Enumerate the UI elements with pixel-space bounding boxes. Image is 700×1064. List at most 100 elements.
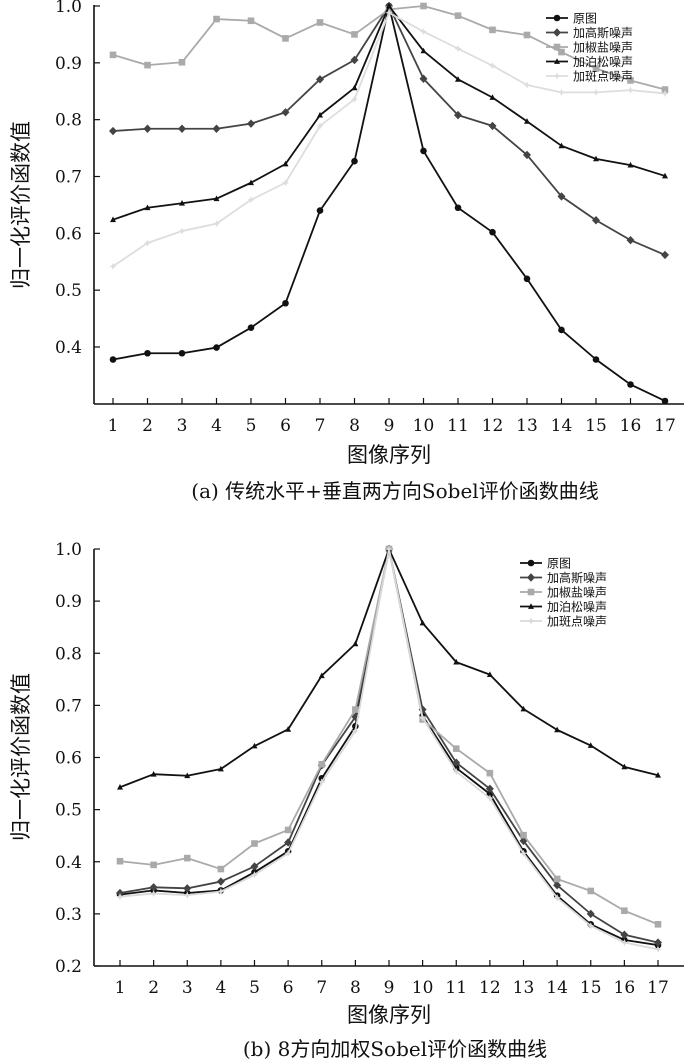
data-point	[620, 930, 629, 939]
data-point	[251, 742, 258, 749]
data-point	[553, 875, 561, 883]
x-tick-label: 10	[413, 416, 435, 436]
data-point	[485, 784, 494, 793]
data-point	[150, 770, 157, 777]
data-point	[212, 220, 221, 228]
y-tick-label: 0.8	[55, 644, 82, 664]
data-point	[661, 86, 669, 93]
data-point	[654, 921, 662, 928]
data-point	[351, 84, 358, 91]
data-point	[285, 726, 292, 732]
data-point	[281, 179, 290, 187]
x-tick-label: 10	[412, 978, 434, 998]
data-point	[655, 772, 661, 778]
data-point	[419, 714, 427, 722]
data-point	[419, 27, 428, 36]
y-tick-label: 0.9	[55, 54, 82, 74]
data-point	[248, 179, 254, 186]
x-tick-label: 1	[108, 416, 119, 436]
data-point	[558, 48, 565, 56]
data-point	[316, 207, 324, 214]
legend-entry-label: 原图	[547, 557, 571, 571]
data-point	[216, 877, 225, 886]
data-point	[183, 884, 192, 893]
legend-entry-label: 加椒盐噪声	[547, 586, 607, 600]
x-tick-label: 7	[315, 416, 326, 436]
legend-marker	[527, 588, 535, 596]
data-point	[284, 826, 292, 834]
data-point	[452, 745, 460, 752]
x-tick-label: 6	[283, 978, 294, 998]
chart-panel-a: 0.40.50.60.70.80.91.01 2 3 4 5 6 7 8 9 10 11 12 13 14…	[9, 0, 684, 503]
data-point	[627, 381, 634, 388]
data-point	[316, 122, 324, 130]
x-tick-label: 12	[479, 978, 501, 998]
data-point	[247, 119, 255, 128]
data-point	[247, 324, 255, 331]
data-point	[557, 192, 566, 201]
data-point	[553, 881, 562, 890]
x-tick-label: 16	[620, 416, 642, 436]
data-point	[454, 110, 462, 120]
data-point	[454, 45, 462, 53]
y-tick-label: 0.5	[55, 281, 82, 301]
y-tick-label: 0.7	[55, 168, 82, 188]
legend-entry-label: 原图	[573, 12, 597, 26]
data-point	[284, 838, 293, 847]
data-point	[386, 2, 392, 9]
data-point	[116, 888, 124, 898]
data-point	[558, 326, 565, 334]
data-point	[661, 250, 669, 260]
data-point	[149, 883, 158, 892]
y-axis-label: 归一化评价函数值	[9, 121, 33, 289]
legend-marker	[528, 603, 534, 609]
data-point	[627, 77, 634, 84]
data-point	[587, 887, 595, 895]
series-4	[110, 2, 668, 223]
data-point	[453, 658, 460, 665]
data-point	[523, 275, 531, 283]
data-point	[420, 47, 427, 54]
legend-entry-label: 加泊松噪声	[547, 600, 607, 614]
data-point	[420, 2, 427, 10]
x-tick-label: 11	[447, 416, 469, 436]
data-point	[489, 94, 496, 100]
data-point	[661, 397, 669, 405]
data-point	[587, 742, 594, 748]
y-tick-label: 0.2	[55, 957, 82, 977]
legend-marker	[553, 43, 561, 51]
data-point	[178, 58, 186, 66]
data-point	[351, 727, 359, 735]
data-point	[486, 769, 494, 777]
x-tick-label: 5	[246, 416, 257, 436]
x-axis-label: 图像序列	[347, 1003, 431, 1027]
data-point	[109, 126, 117, 136]
y-tick-label: 0.6	[55, 224, 82, 244]
data-point	[351, 157, 358, 165]
y-tick-label: 0.6	[55, 749, 82, 769]
legend-marker	[553, 72, 561, 80]
x-tick-label: 8	[349, 416, 360, 436]
data-point	[352, 706, 359, 713]
data-point	[520, 831, 527, 839]
data-point	[654, 938, 662, 947]
data-point	[282, 35, 289, 42]
data-point	[452, 767, 460, 776]
data-point	[488, 121, 497, 131]
data-point	[523, 150, 531, 160]
data-point	[626, 235, 635, 245]
data-point	[524, 118, 530, 124]
x-tick-label: 14	[551, 416, 573, 436]
data-point	[558, 142, 565, 149]
figure-caption: (a) 传统水平+垂直两方向Sobel评价函数曲线	[191, 479, 598, 503]
data-point	[284, 849, 292, 858]
data-point	[488, 62, 497, 70]
data-point	[554, 726, 561, 733]
data-point	[178, 227, 186, 235]
data-point	[178, 124, 186, 133]
data-point	[213, 344, 220, 351]
y-tick-label: 0.3	[55, 905, 82, 925]
